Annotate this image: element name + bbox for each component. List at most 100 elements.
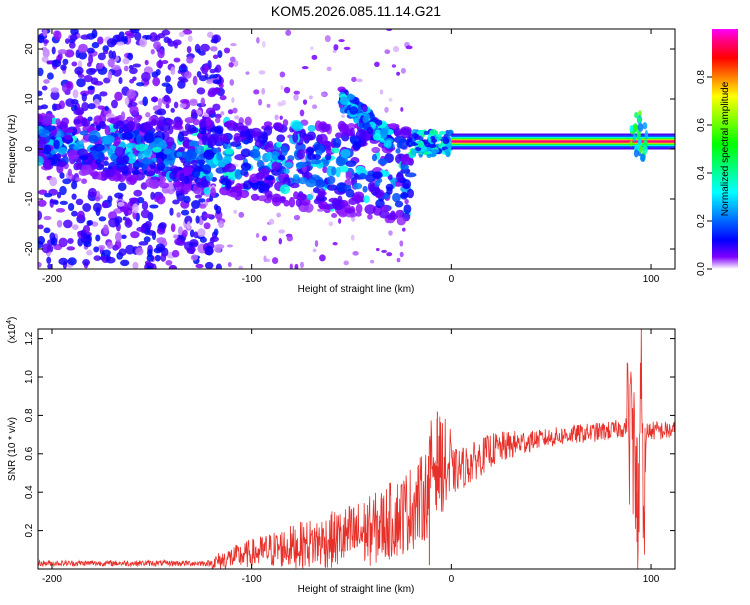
spectrogram-cell: [298, 193, 307, 199]
spectrogram-cell: [224, 163, 237, 173]
spectrogram-cell: [126, 176, 133, 182]
spectrogram-cell: [80, 34, 91, 40]
spectrogram-cell: [172, 199, 180, 205]
spectrogram-cell: [394, 200, 404, 208]
spectrogram-cell: [348, 197, 358, 206]
spectrogram-cell: [132, 261, 139, 269]
spectrogram-cell: [400, 67, 406, 74]
spectrogram-cell: [299, 128, 306, 138]
spectrogram-cell: [374, 180, 381, 187]
spectrogram-cell: [318, 200, 328, 210]
spectrogram-cell: [350, 234, 355, 241]
spectrogram-cell: [258, 98, 263, 106]
spectrogram-cell: [82, 259, 91, 266]
spectrogram-cell: [75, 177, 82, 182]
spectrogram-cell: [306, 147, 315, 155]
spectrogram-cell: [352, 182, 363, 190]
spectrogram-cell: [279, 184, 291, 195]
spectrogram-cell: [277, 101, 283, 107]
spectrogram-cell: [314, 240, 319, 248]
spectrogram-cell: [282, 119, 289, 127]
spectrogram-cell: [62, 178, 72, 185]
spectrogram-cell: [212, 147, 220, 154]
spectrogram-cell: [343, 46, 351, 51]
spectrogram-cell: [338, 165, 349, 173]
spectrogram-cell: [177, 131, 185, 143]
spectrogram-cell: [231, 97, 235, 103]
spectrogram-cell: [229, 56, 236, 63]
spectrogram-cell: [335, 155, 346, 167]
spectrogram-cell: [129, 67, 138, 75]
spectrogram-cell: [148, 179, 160, 190]
spectrogram-cell: [38, 114, 44, 122]
spectrogram-cell: [98, 216, 107, 222]
spectrogram-cell: [125, 142, 137, 149]
spectrogram-cell: [259, 182, 270, 192]
spectrogram-cell: [234, 115, 240, 120]
spectrogram-cell: [196, 71, 202, 78]
snr-frame: [37, 328, 676, 570]
spectrogram-cell: [108, 50, 114, 59]
spectrogram-cell: [250, 193, 260, 201]
chart-title: KOM5.2026.085.11.14.G21: [271, 3, 441, 19]
spectrogram-cell: [47, 263, 53, 269]
spectrogram-cell: [186, 56, 194, 64]
spectrogram-cell: [88, 68, 98, 73]
spectrogram-cell: [291, 121, 304, 132]
y-tick-label: 0.2: [24, 523, 35, 537]
spectrogram-cell: [125, 244, 135, 255]
spectrogram-cell: [79, 130, 89, 136]
spectrogram-cell: [53, 139, 60, 149]
spectrogram-cell: [173, 101, 179, 109]
spectrogram-cell: [63, 219, 73, 229]
spectrogram-cell: [367, 213, 373, 220]
spectrogram-cell: [361, 104, 368, 113]
spectrogram-cell: [375, 247, 380, 252]
spectrogram-cell: [292, 131, 299, 143]
spectrogram-cell: [158, 222, 167, 230]
spectrogram-cell: [67, 168, 72, 177]
spectrogram-cell: [324, 35, 331, 43]
spectrogram-cell: [135, 143, 147, 152]
spectrogram-cell: [189, 229, 195, 238]
spectrogram-cell: [131, 169, 140, 176]
spectrogram-cell: [126, 89, 136, 100]
spectrogram-cell: [364, 204, 376, 215]
spectrogram-cell: [429, 143, 436, 149]
spectrogram-cell: [136, 226, 146, 232]
spectrogram-cell: [182, 229, 188, 238]
spectrogram-cell: [196, 48, 202, 54]
spectrogram-cell: [150, 48, 155, 55]
spectrogram-cell: [129, 101, 138, 107]
spectrogram-cell: [90, 171, 99, 178]
spectrogram-cell: [286, 234, 293, 242]
spectrogram-cell: [200, 43, 210, 52]
spectrogram-cell: [165, 103, 170, 109]
spectrogram-cell: [218, 83, 224, 89]
spectrogram-cell: [363, 195, 370, 204]
spectrogram-cell: [125, 217, 131, 225]
spectrogram-cell: [333, 204, 344, 211]
spectrogram-cell: [214, 113, 222, 119]
spectrogram-cell: [146, 254, 155, 262]
spectrogram-cell: [253, 89, 260, 95]
spectrogram-cell: [349, 106, 359, 115]
spectrogram-cell: [336, 182, 348, 193]
spectrogram-cell: [124, 97, 130, 106]
spectrogram-cell: [320, 123, 331, 133]
spectrogram-cell: [46, 60, 51, 65]
spectrogram-cell: [75, 198, 84, 206]
spectrogram-cell: [154, 254, 161, 262]
spectrogram-cell: [399, 127, 412, 139]
spectrogram-cell: [83, 74, 93, 83]
spectrogram-cell: [197, 228, 206, 237]
spectrogram-cell: [153, 41, 162, 50]
spectrogram-cell: [640, 153, 646, 163]
spectrogram-cell: [285, 29, 292, 36]
spectrogram-cell: [280, 85, 284, 90]
spectrogram-cell: [416, 129, 425, 136]
spectrogram-cell: [87, 103, 96, 110]
spectrogram-cell: [325, 153, 332, 161]
spectrogram-cell: [371, 153, 378, 162]
